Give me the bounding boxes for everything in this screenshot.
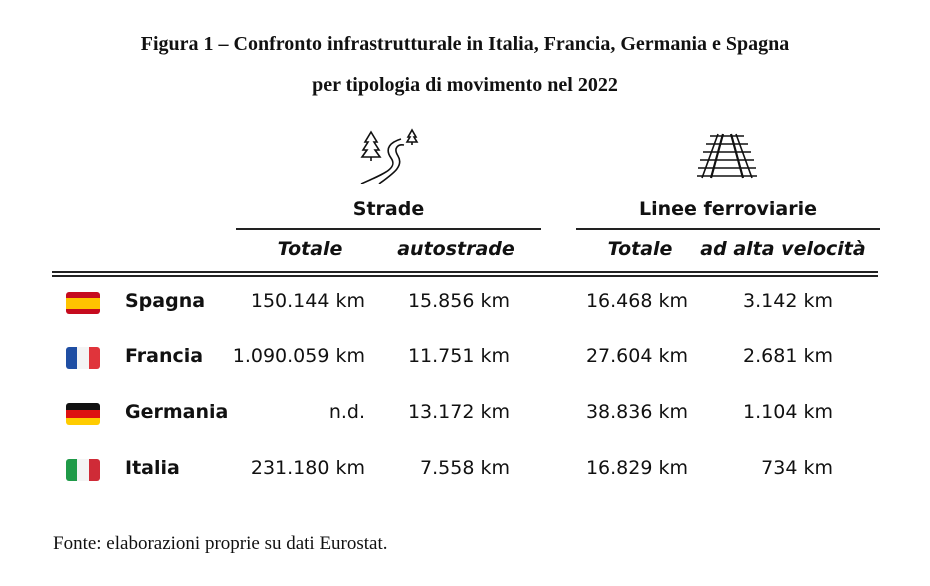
- germany-flag-icon: [66, 403, 100, 425]
- country-name: Francia: [125, 345, 204, 367]
- country-name: Germania: [125, 401, 229, 423]
- column-header: ad alta velocità: [700, 238, 866, 260]
- column-header: Totale: [607, 238, 673, 260]
- table-cell: 3.142 km: [743, 290, 833, 312]
- table-cell: 16.829 km: [585, 457, 688, 479]
- group-header-linee-ferroviarie: Linee ferroviarie: [639, 198, 817, 220]
- table-cell: 1.090.059 km: [232, 345, 365, 367]
- group-rule: [576, 228, 880, 230]
- header-rule: [52, 271, 878, 273]
- column-header: Totale: [277, 238, 343, 260]
- table-cell: 7.558 km: [420, 457, 510, 479]
- figure-title-line1: Figura 1 – Confronto infrastrutturale in…: [140, 33, 790, 55]
- source-note: Fonte: elaborazioni proprie su dati Euro…: [53, 533, 388, 554]
- table-cell: 231.180 km: [250, 457, 365, 479]
- table-cell: 734 km: [761, 457, 833, 479]
- group-rule: [236, 228, 541, 230]
- railway-track-icon: [697, 133, 757, 179]
- country-name: Spagna: [125, 290, 206, 312]
- spain-flag-icon: [66, 292, 100, 314]
- column-header: autostrade: [397, 238, 515, 260]
- figure-title-line2: per tipologia di movimento nel 2022: [312, 74, 618, 96]
- table-cell: 2.681 km: [743, 345, 833, 367]
- table-cell: 38.836 km: [585, 401, 688, 423]
- france-flag-icon: [66, 347, 100, 369]
- table-cell: 16.468 km: [585, 290, 688, 312]
- header-rule: [52, 275, 878, 277]
- group-header-strade: Strade: [352, 198, 425, 220]
- table-cell: 13.172 km: [407, 401, 510, 423]
- road-trees-icon: [360, 128, 419, 184]
- italy-flag-icon: [66, 459, 100, 481]
- country-name: Italia: [125, 457, 180, 479]
- table-cell: n.d.: [328, 401, 365, 423]
- table-cell: 15.856 km: [407, 290, 510, 312]
- table-cell: 1.104 km: [743, 401, 833, 423]
- table-cell: 11.751 km: [407, 345, 510, 367]
- table-cell: 27.604 km: [585, 345, 688, 367]
- table-cell: 150.144 km: [250, 290, 365, 312]
